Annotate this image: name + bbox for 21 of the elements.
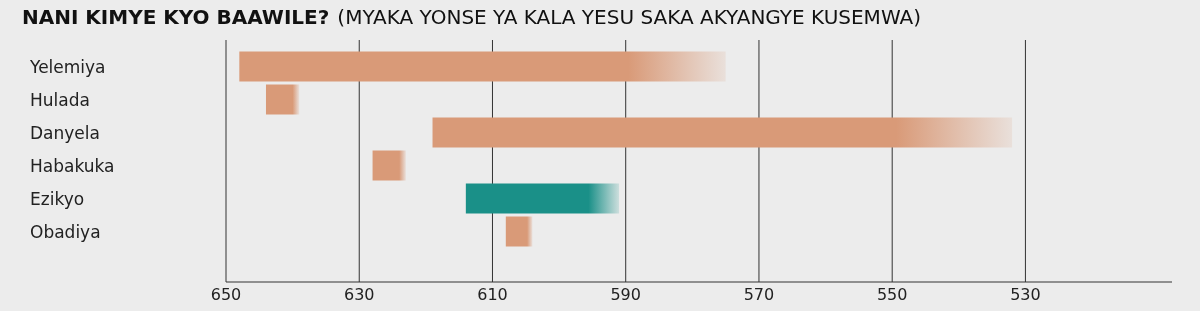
y-tick-label: Obadiya xyxy=(30,221,101,242)
bar xyxy=(239,51,726,82)
bar xyxy=(265,84,300,115)
bar xyxy=(465,183,620,214)
x-tick-label: 590 xyxy=(610,285,641,304)
bar xyxy=(505,216,533,247)
bar xyxy=(372,150,406,181)
x-tick-label: 650 xyxy=(210,285,242,304)
y-tick-label: Hulada xyxy=(30,89,90,110)
bar xyxy=(432,117,1013,148)
x-tick-label: 530 xyxy=(1010,285,1041,304)
x-tick-label: 550 xyxy=(876,285,908,304)
y-tick-label: Ezikyo xyxy=(30,188,85,209)
chart-subtitle: (MYAKA YONSE YA KALA YESU SAKA AKYANGYE KUSEMWA) xyxy=(337,5,922,29)
y-tick-label: Habakuka xyxy=(30,155,115,176)
y-tick-label: Danyela xyxy=(30,122,100,143)
x-tick-label: 630 xyxy=(343,285,375,304)
x-tick-label: 610 xyxy=(477,285,508,304)
y-tick-label: Yelemiya xyxy=(29,56,106,77)
x-tick-label: 570 xyxy=(743,285,775,304)
chart-title: NANI KIMYE KYO BAAWILE? xyxy=(22,5,330,29)
